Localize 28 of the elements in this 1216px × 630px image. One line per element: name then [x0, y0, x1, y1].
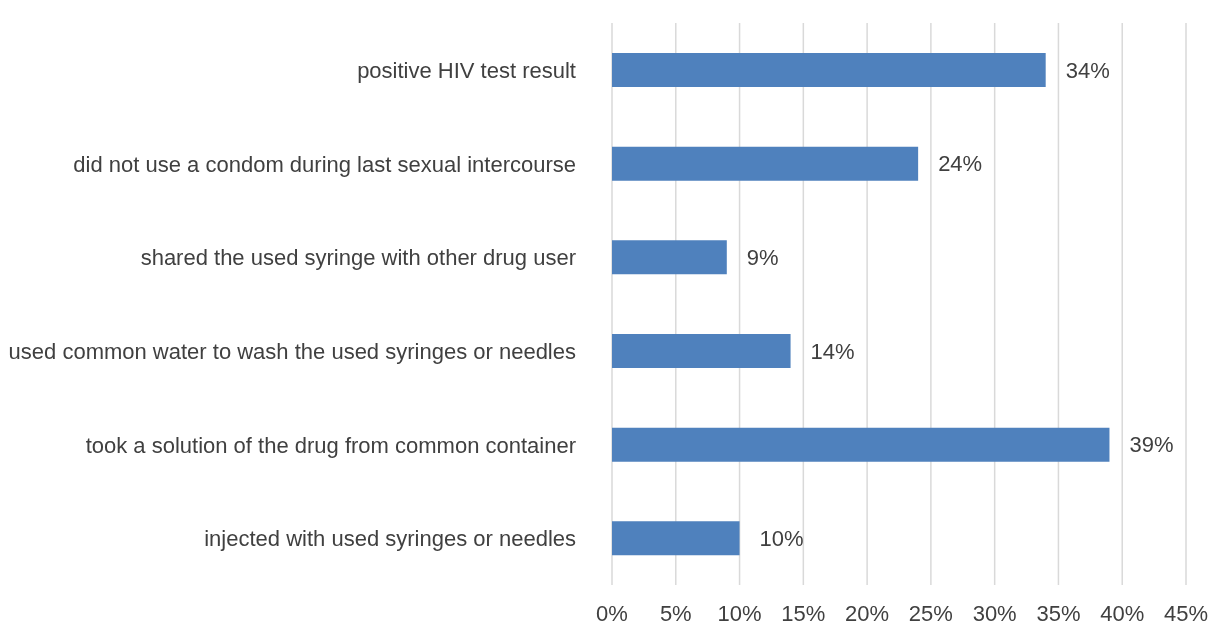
data-label: 34%: [1065, 57, 1110, 83]
data-label: 10%: [759, 526, 804, 552]
y-tick-label: did not use a condom during last sexual intercourse: [73, 151, 576, 176]
bar: [612, 521, 740, 556]
bar: [612, 334, 791, 368]
data-label: 24%: [938, 151, 983, 177]
data-label: 9%: [746, 245, 779, 271]
data-label: 14%: [810, 338, 855, 364]
y-tick-label: injected with used syringes or needles: [204, 525, 576, 551]
data-label: 39%: [1129, 432, 1174, 458]
y-tick-label: took a solution of the drug from common container: [85, 432, 576, 457]
x-tick-label: 30%: [972, 600, 1017, 626]
y-tick-label: shared the used syringe with other drug user: [140, 244, 576, 270]
x-tick-label: 40%: [1100, 600, 1145, 626]
x-tick-label: 25%: [908, 600, 953, 626]
x-tick-label: 15%: [781, 600, 826, 626]
x-tick-label: 45%: [1163, 600, 1209, 626]
y-tick-label: positive HIV test result: [357, 57, 576, 83]
x-tick-label: 10%: [717, 600, 762, 626]
bar: [612, 427, 1110, 462]
bar: [612, 146, 919, 181]
x-tick-label: 0%: [596, 600, 628, 626]
x-tick-label: 20%: [845, 600, 890, 626]
x-tick-label: 5%: [659, 600, 692, 626]
y-tick-label: used common water to wash the used syringes or needles: [8, 338, 576, 364]
bar: [612, 240, 727, 275]
x-tick-label: 35%: [1036, 600, 1081, 626]
bar: [612, 53, 1046, 87]
